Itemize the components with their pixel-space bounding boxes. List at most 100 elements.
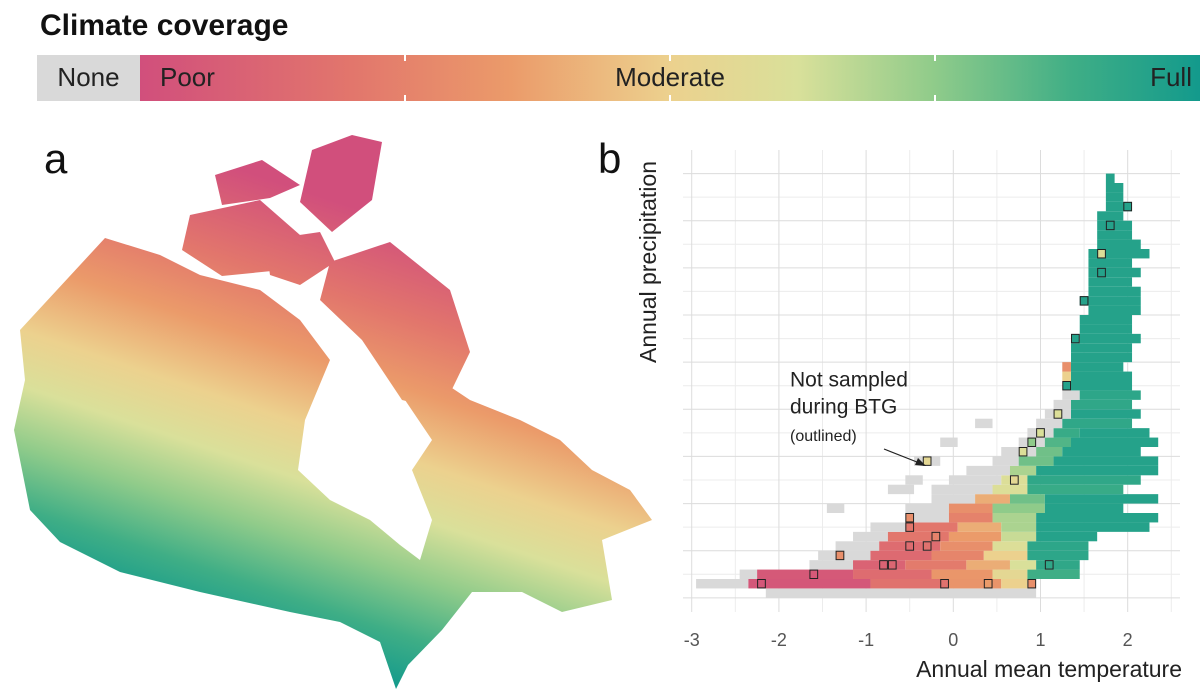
- tile: [1027, 550, 1089, 561]
- tile: [1027, 484, 1124, 495]
- tile: [1062, 362, 1072, 372]
- outlined-tile: [922, 541, 932, 551]
- tile: [1009, 465, 1037, 476]
- tile: [914, 513, 949, 523]
- tile: [992, 513, 1037, 523]
- tile: [1036, 418, 1063, 429]
- tile: [992, 456, 1019, 466]
- legend-label: Full: [1150, 62, 1192, 92]
- legend-none-swatch: [37, 55, 140, 101]
- tile: [1062, 418, 1133, 429]
- tile: [931, 550, 984, 561]
- outlined-tile: [1062, 381, 1072, 391]
- legend-label: None: [57, 62, 119, 92]
- outlined-tile: [887, 560, 897, 570]
- tile: [1088, 305, 1141, 315]
- legend-label: Poor: [160, 62, 215, 92]
- tile: [748, 579, 871, 589]
- tile: [992, 541, 1028, 551]
- tile: [1097, 211, 1124, 221]
- tile: [1053, 399, 1072, 410]
- outlined-tile: [940, 579, 949, 589]
- tile: [1036, 447, 1063, 457]
- outlined-tile: [905, 522, 915, 532]
- outlined-tile: [922, 456, 932, 466]
- outlined-tile: [905, 513, 915, 523]
- tile: [1036, 522, 1150, 532]
- tile: [1071, 371, 1133, 381]
- map-island: [320, 242, 470, 410]
- tile: [1079, 315, 1133, 325]
- outlined-tile: [1036, 428, 1045, 438]
- tile: [1105, 201, 1133, 212]
- tile: [870, 579, 949, 589]
- tile: [887, 531, 949, 542]
- tile: [1071, 343, 1133, 353]
- tile: [1088, 286, 1141, 297]
- outlined-tile: [931, 531, 941, 542]
- tile: [1009, 560, 1037, 570]
- annotation-arrowhead: [915, 458, 926, 466]
- tile: [1088, 258, 1133, 268]
- tile: [948, 475, 1002, 485]
- tile: [992, 569, 1028, 579]
- tile: [853, 531, 888, 542]
- legend: None Poor Moderate Full: [37, 55, 1200, 101]
- outlined-tile: [983, 579, 993, 589]
- tile: [870, 522, 906, 532]
- tile: [1088, 277, 1133, 287]
- tile: [887, 484, 915, 495]
- tile: [983, 550, 1028, 561]
- tile: [765, 588, 1037, 598]
- outlined-tile: [1105, 220, 1115, 231]
- tile: [1097, 239, 1141, 249]
- tile: [1053, 428, 1080, 438]
- title: Climate coverage: [40, 9, 288, 42]
- x-tick-label: -3: [684, 630, 700, 650]
- tile: [931, 484, 993, 495]
- outlined-tile: [1009, 475, 1019, 485]
- annotation-arrow: [883, 448, 923, 465]
- outlined-tile: [1079, 296, 1089, 306]
- outlined-tile: [1097, 267, 1106, 278]
- tile: [1001, 531, 1037, 542]
- tile: [1079, 324, 1133, 334]
- tile: [835, 541, 880, 551]
- tile: [853, 569, 932, 579]
- y-axis-title: Annual precipitation: [635, 161, 661, 363]
- outlined-tile: [1027, 437, 1037, 448]
- tile: [696, 579, 749, 589]
- tile: [1036, 531, 1098, 542]
- tile: [826, 503, 845, 513]
- annotation-note: (outlined): [790, 428, 857, 445]
- map-island: [265, 232, 335, 285]
- tile: [1105, 192, 1124, 202]
- tile: [940, 541, 993, 551]
- tile: [1071, 362, 1124, 372]
- tile: [870, 550, 932, 561]
- tile: [931, 494, 976, 504]
- outlined-tile: [1027, 579, 1037, 589]
- tile: [1027, 475, 1141, 485]
- annotation-text: during BTG: [790, 396, 897, 419]
- outlined-tile: [809, 569, 819, 579]
- tile-plot: -3 -2 -1 0 1 2: [683, 150, 1180, 650]
- tile: [1071, 399, 1133, 410]
- x-tick-label: -2: [771, 630, 787, 650]
- tile: [757, 569, 854, 579]
- tile: [948, 531, 1002, 542]
- tile: [905, 475, 923, 485]
- tile: [1044, 503, 1124, 513]
- legend-colorbar: [140, 55, 1200, 101]
- map-island: [300, 135, 382, 232]
- x-tick-label: 2: [1123, 630, 1133, 650]
- tile: [1071, 352, 1133, 363]
- tile: [1079, 333, 1141, 344]
- tile: [1105, 183, 1124, 193]
- tile: [975, 418, 993, 429]
- tile: [1079, 296, 1141, 306]
- tile: [1079, 390, 1141, 400]
- tile: [1044, 494, 1159, 504]
- tile: [809, 560, 854, 570]
